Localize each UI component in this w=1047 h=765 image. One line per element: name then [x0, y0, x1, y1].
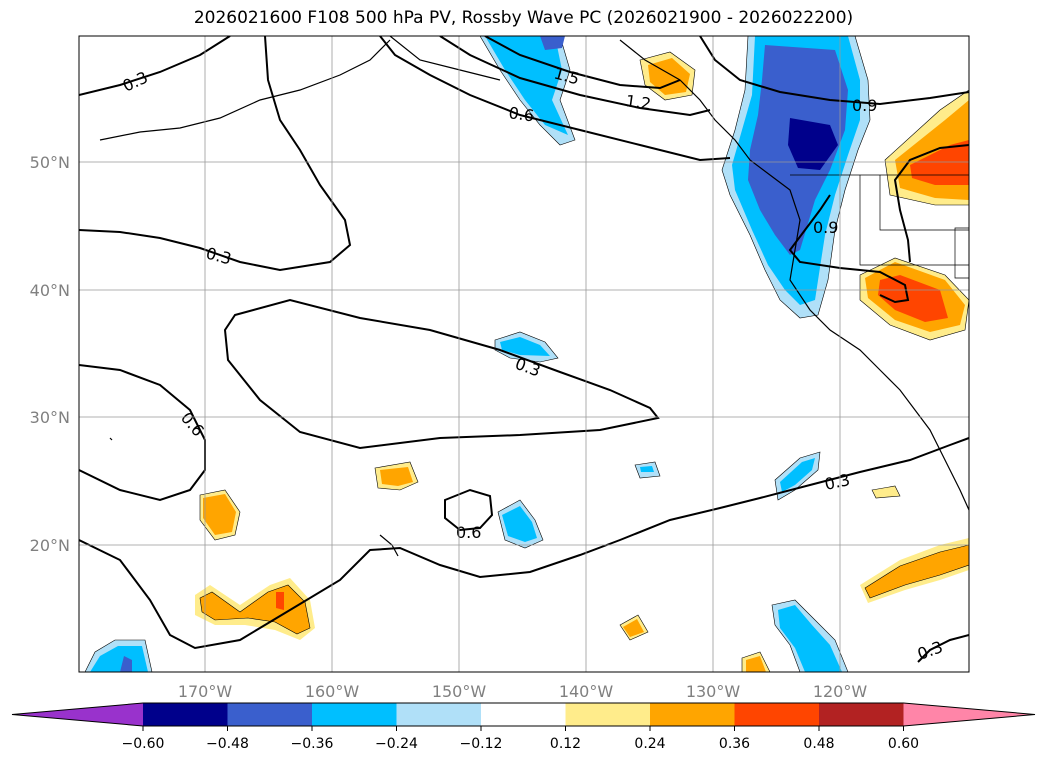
- colorbar: −0.60 −0.48 −0.36 −0.24 −0.12 0.12 0.24 0.36 0.4…: [11, 702, 1036, 752]
- colorbar-segment: [650, 703, 735, 726]
- colorbar-tick-label: −0.12: [460, 736, 503, 752]
- contour-label: 0.9: [813, 218, 838, 237]
- contour-label: 1.2: [624, 91, 652, 113]
- pv-anomaly-fills: [84, 36, 969, 672]
- colorbar-segment: [396, 703, 482, 726]
- lon-label: 120°W: [813, 682, 868, 701]
- borders: [790, 174, 969, 279]
- colorbar-segment: [819, 703, 904, 726]
- lat-labels: 50°N 40°N 30°N 20°N: [30, 153, 70, 555]
- lon-label: 140°W: [559, 682, 614, 701]
- map-frame: [78, 35, 970, 673]
- lat-label: 20°N: [30, 536, 70, 555]
- colorbar-segment: [227, 703, 313, 726]
- colorbar-tick-label: 0.48: [803, 736, 834, 752]
- colorbar-extend-low: [12, 703, 143, 726]
- colorbar-tick-label: 0.36: [719, 736, 750, 752]
- lon-labels: 170°W 160°W 150°W 140°W 130°W 120°W: [178, 682, 868, 701]
- colorbar-tick-label: −0.36: [291, 736, 334, 752]
- colorbar-segment: [481, 703, 566, 726]
- lon-label: 160°W: [305, 682, 360, 701]
- colorbar-segment: [734, 703, 820, 726]
- map-title: 2026021600 F108 500 hPa PV, Rossby Wave …: [193, 8, 854, 28]
- colorbar-tick-label: 0.24: [634, 736, 665, 752]
- colorbar-tick-label: −0.60: [122, 736, 165, 752]
- lon-label: 150°W: [432, 682, 487, 701]
- colorbar-tick-label: −0.24: [375, 736, 418, 752]
- colorbar-tick-label: −0.48: [206, 736, 249, 752]
- lat-label: 30°N: [30, 408, 70, 427]
- colorbar-tick-label: 0.12: [550, 736, 581, 752]
- contour-label: 0.6: [507, 103, 535, 125]
- colorbar-extend-high: [903, 703, 1035, 726]
- graticule: [79, 36, 969, 672]
- colorbar-tick-label: 0.60: [888, 736, 919, 752]
- lat-label: 50°N: [30, 153, 70, 172]
- contour-label: 0.3: [823, 470, 852, 494]
- colorbar-segment: [143, 703, 228, 726]
- colorbar-segment: [312, 703, 397, 726]
- lon-label: 170°W: [178, 682, 233, 701]
- contour-label: 0.9: [852, 96, 877, 115]
- contour-label: 0.6: [456, 523, 481, 542]
- lat-label: 40°N: [30, 281, 70, 300]
- lon-label: 130°W: [686, 682, 741, 701]
- colorbar-segment: [565, 703, 651, 726]
